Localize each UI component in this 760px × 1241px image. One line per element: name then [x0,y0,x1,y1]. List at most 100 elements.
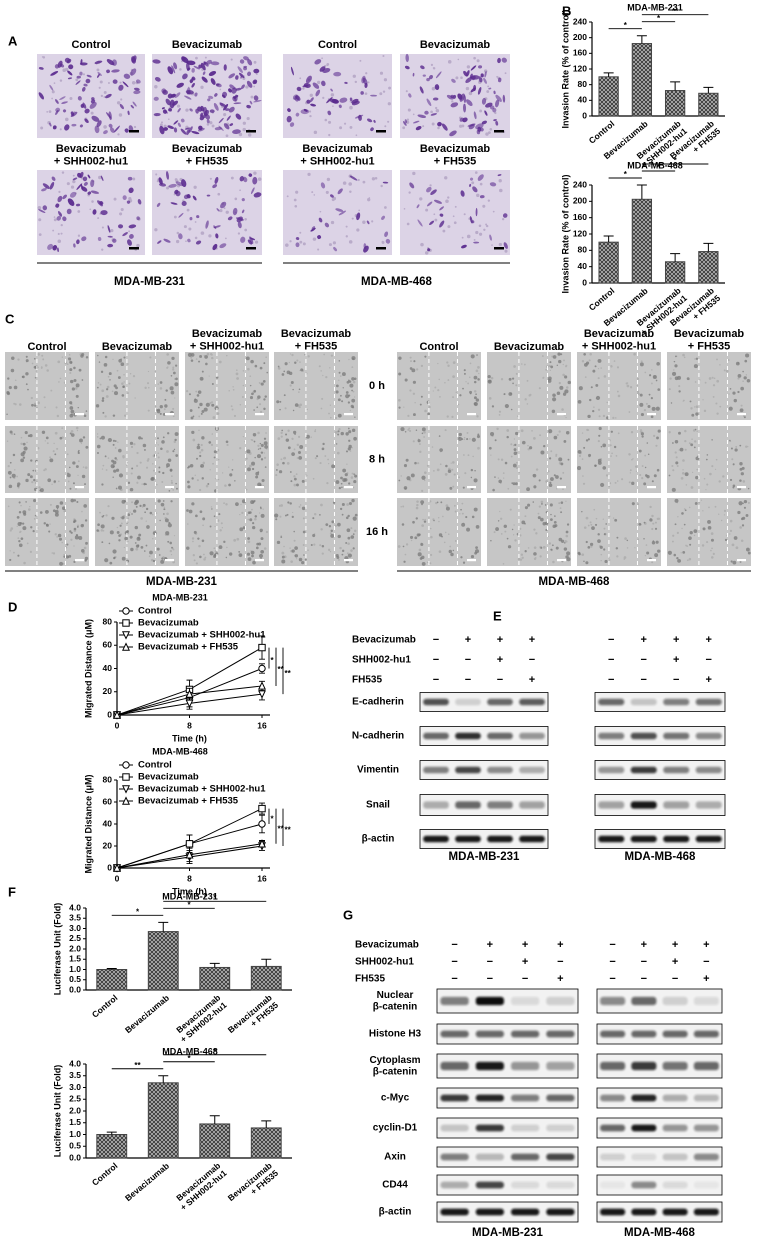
texture [414,402,415,403]
cell [254,441,256,443]
texture [423,431,426,434]
membrane-pore [379,92,382,95]
cell [33,479,35,481]
texture [446,504,449,507]
condition-label: Bevacizumab+ SHH002-hu1 [300,143,374,168]
texture [195,391,197,393]
blot-strip [420,830,548,849]
membrane-pore [247,117,250,120]
band [694,1095,719,1102]
cell [656,380,658,382]
cell [695,412,698,415]
band [631,1125,656,1132]
cell [508,392,512,396]
texture [721,520,722,521]
panel-letter: A [8,33,18,48]
cell [549,361,551,363]
y-tick-label: 40 [103,663,113,673]
cell [342,469,346,473]
cell [256,547,259,550]
texture [187,523,189,525]
cell [70,362,72,364]
micrograph [152,170,262,255]
texture [423,436,425,438]
texture [447,415,449,417]
cell [23,443,26,446]
texture [226,444,228,446]
cell [175,432,179,436]
membrane-pore [383,91,385,93]
membrane-pore [239,189,241,191]
texture [702,510,703,511]
texture [350,450,351,451]
error-bar [158,922,168,931]
cell [8,471,12,475]
band [423,699,449,705]
texture [45,364,48,367]
y-axis-label: Invasion Rate (% of control) [560,174,570,293]
texture [280,458,282,460]
membrane-pore [343,181,347,185]
texture [10,529,12,531]
cell [533,552,537,556]
cell [190,464,194,468]
y-tick-label: 60 [103,796,113,806]
wound-image [5,426,89,493]
texture [445,532,447,534]
cell [30,459,32,461]
texture [164,506,166,508]
cell [123,386,125,388]
membrane-pore [346,226,348,228]
cell [160,413,162,415]
membrane-pore [384,125,386,127]
cell [337,433,339,435]
cell [202,371,204,373]
texture [521,363,523,365]
cell [73,367,76,370]
x-tick-label: 0 [115,720,120,730]
membrane-pore [467,65,470,68]
texture [26,442,28,444]
texture [690,407,692,409]
texture [422,519,424,521]
cell [703,527,706,530]
cell [498,520,499,521]
y-tick-label: 240 [573,16,587,26]
membrane-pore [429,184,431,186]
cell [194,531,197,534]
cell [262,479,265,482]
cell [564,389,568,393]
cell [69,368,72,371]
texture [558,502,560,504]
texture [190,357,192,359]
cell [260,529,263,532]
cell [526,487,530,491]
cell [312,517,314,519]
cell [9,559,11,561]
y-tick-label: 160 [573,212,587,222]
scale-bar [165,559,174,561]
cell [248,511,251,514]
wound-image [274,352,358,420]
band [598,699,624,705]
membrane-pore [258,177,262,181]
legend-symbol [123,762,129,768]
cell [166,466,168,468]
treatment-sign: + [706,634,712,646]
cell [559,386,563,390]
texture [631,459,633,461]
texture [521,429,524,432]
membrane-pore [331,93,334,96]
texture [691,486,694,489]
cell [330,534,334,538]
texture [494,531,496,533]
texture [726,370,729,373]
cell [504,525,507,528]
cell [303,531,306,534]
cell [141,546,144,549]
membrane-pore [38,218,41,221]
band [694,1125,719,1132]
texture [280,504,283,507]
cell [253,433,256,436]
y-tick-label: 120 [573,228,587,238]
